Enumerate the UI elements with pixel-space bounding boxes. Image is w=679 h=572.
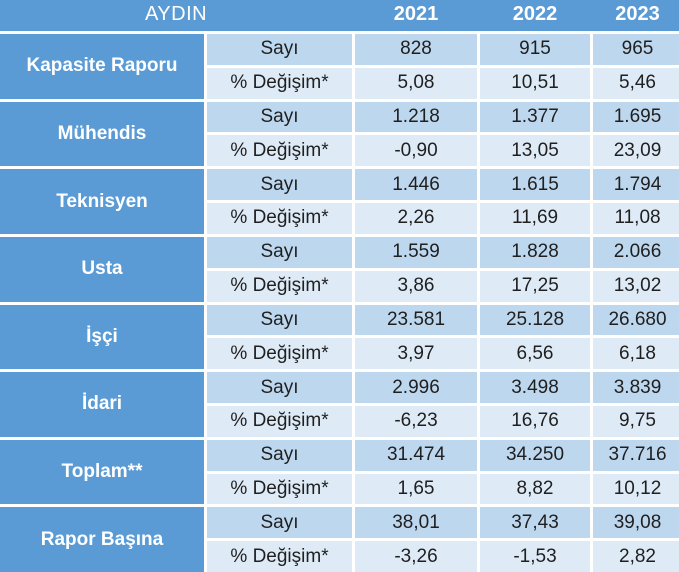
count-value-cell: 37.716	[590, 436, 679, 474]
count-value-cell: 25.128	[477, 301, 594, 339]
metric-label-change: % Değişim*	[203, 402, 356, 440]
metric-label-count: Sayı	[203, 436, 356, 474]
change-value-cell: 1,65	[352, 470, 481, 508]
category-cell: Mühendis	[0, 98, 207, 170]
count-row: Toplam** Sayı 31.474 34.250 37.716	[0, 436, 679, 508]
change-value-cell: 2,26	[352, 200, 481, 237]
count-row: Usta Sayı 1.559 1.828 2.066	[0, 233, 679, 305]
change-value-cell: 10,12	[590, 470, 679, 508]
change-row: % Değişim* -6,23 16,76 9,75	[0, 402, 679, 440]
change-row: % Değişim* 1,65 8,82 10,12	[0, 470, 679, 508]
metric-label-count: Sayı	[203, 31, 356, 68]
change-value-cell: 10,51	[477, 64, 594, 102]
category-cell: İdari	[0, 369, 207, 440]
change-value-cell: 3,86	[352, 267, 481, 305]
change-value-cell: 5,46	[590, 64, 679, 102]
metric-label-change: % Değişim*	[203, 200, 356, 237]
category-cell: Toplam**	[0, 436, 207, 508]
count-value-cell: 1.615	[477, 166, 594, 204]
count-value-cell: 39,08	[590, 504, 679, 542]
count-value-cell: 34.250	[477, 436, 594, 474]
count-value-cell: 1.446	[352, 166, 481, 204]
year-header-2022: 2022	[478, 0, 592, 34]
count-value-cell: 2.066	[590, 233, 679, 271]
category-cell: Teknisyen	[0, 166, 207, 237]
change-value-cell: -6,23	[352, 402, 481, 440]
change-value-cell: -0,90	[352, 132, 481, 170]
category-cell: İşçi	[0, 301, 207, 373]
count-row: Teknisyen Sayı 1.446 1.615 1.794	[0, 166, 679, 237]
change-value-cell: 3,97	[352, 335, 481, 373]
year-header-2021: 2021	[353, 0, 479, 34]
metric-label-count: Sayı	[203, 98, 356, 136]
change-value-cell: 23,09	[590, 132, 679, 170]
count-row: Kapasite Raporu Sayı 828 915 965	[0, 31, 679, 102]
count-value-cell: 31.474	[352, 436, 481, 474]
category-cell: Kapasite Raporu	[0, 31, 207, 102]
change-value-cell: 8,82	[477, 470, 594, 508]
change-row: % Değişim* -3,26 -1,53 2,82	[0, 538, 679, 572]
metric-label-change: % Değişim*	[203, 470, 356, 508]
table-body: Kapasite Raporu Sayı 828 915 965% Değişim* 5,…	[0, 31, 679, 572]
metric-label-change: % Değişim*	[203, 132, 356, 170]
change-value-cell: 2,82	[590, 538, 679, 572]
change-row: % Değişim* 2,26 11,69 11,08	[0, 200, 679, 237]
count-value-cell: 2.996	[352, 369, 481, 406]
count-value-cell: 915	[477, 31, 594, 68]
change-row: % Değişim* 3,97 6,56 6,18	[0, 335, 679, 373]
change-row: % Değişim* 5,08 10,51 5,46	[0, 64, 679, 102]
metric-label-count: Sayı	[203, 233, 356, 271]
region-title: AYDIN	[0, 0, 354, 34]
metric-label-count: Sayı	[203, 166, 356, 204]
count-value-cell: 1.828	[477, 233, 594, 271]
header-row: AYDIN 2021 2022 2023	[0, 0, 679, 34]
change-value-cell: 17,25	[477, 267, 594, 305]
count-row: İdari Sayı 2.996 3.498 3.839	[0, 369, 679, 440]
change-value-cell: 6,18	[590, 335, 679, 373]
change-value-cell: 9,75	[590, 402, 679, 440]
count-value-cell: 1.218	[352, 98, 481, 136]
category-cell: Usta	[0, 233, 207, 305]
change-value-cell: 11,08	[590, 200, 679, 237]
year-header-2023: 2023	[591, 0, 679, 34]
count-value-cell: 3.498	[477, 369, 594, 406]
change-row: % Değişim* 3,86 17,25 13,02	[0, 267, 679, 305]
change-value-cell: 13,02	[590, 267, 679, 305]
count-value-cell: 38,01	[352, 504, 481, 542]
metric-label-count: Sayı	[203, 301, 356, 339]
count-value-cell: 26.680	[590, 301, 679, 339]
change-value-cell: 13,05	[477, 132, 594, 170]
change-value-cell: -1,53	[477, 538, 594, 572]
metric-label-count: Sayı	[203, 369, 356, 406]
count-value-cell: 828	[352, 31, 481, 68]
change-value-cell: 11,69	[477, 200, 594, 237]
count-value-cell: 1.794	[590, 166, 679, 204]
count-row: Rapor Başına Sayı 38,01 37,43 39,08	[0, 504, 679, 572]
count-value-cell: 37,43	[477, 504, 594, 542]
count-row: Mühendis Sayı 1.218 1.377 1.695	[0, 98, 679, 170]
count-value-cell: 1.559	[352, 233, 481, 271]
metric-label-change: % Değişim*	[203, 335, 356, 373]
change-row: % Değişim* -0,90 13,05 23,09	[0, 132, 679, 170]
metric-label-change: % Değişim*	[203, 267, 356, 305]
change-value-cell: 16,76	[477, 402, 594, 440]
count-row: İşçi Sayı 23.581 25.128 26.680	[0, 301, 679, 373]
change-value-cell: -3,26	[352, 538, 481, 572]
count-value-cell: 965	[590, 31, 679, 68]
count-value-cell: 23.581	[352, 301, 481, 339]
count-value-cell: 1.695	[590, 98, 679, 136]
metric-label-change: % Değişim*	[203, 538, 356, 572]
count-value-cell: 1.377	[477, 98, 594, 136]
metric-label-change: % Değişim*	[203, 64, 356, 102]
category-cell: Rapor Başına	[0, 504, 207, 572]
change-value-cell: 6,56	[477, 335, 594, 373]
change-value-cell: 5,08	[352, 64, 481, 102]
metric-label-count: Sayı	[203, 504, 356, 542]
count-value-cell: 3.839	[590, 369, 679, 406]
